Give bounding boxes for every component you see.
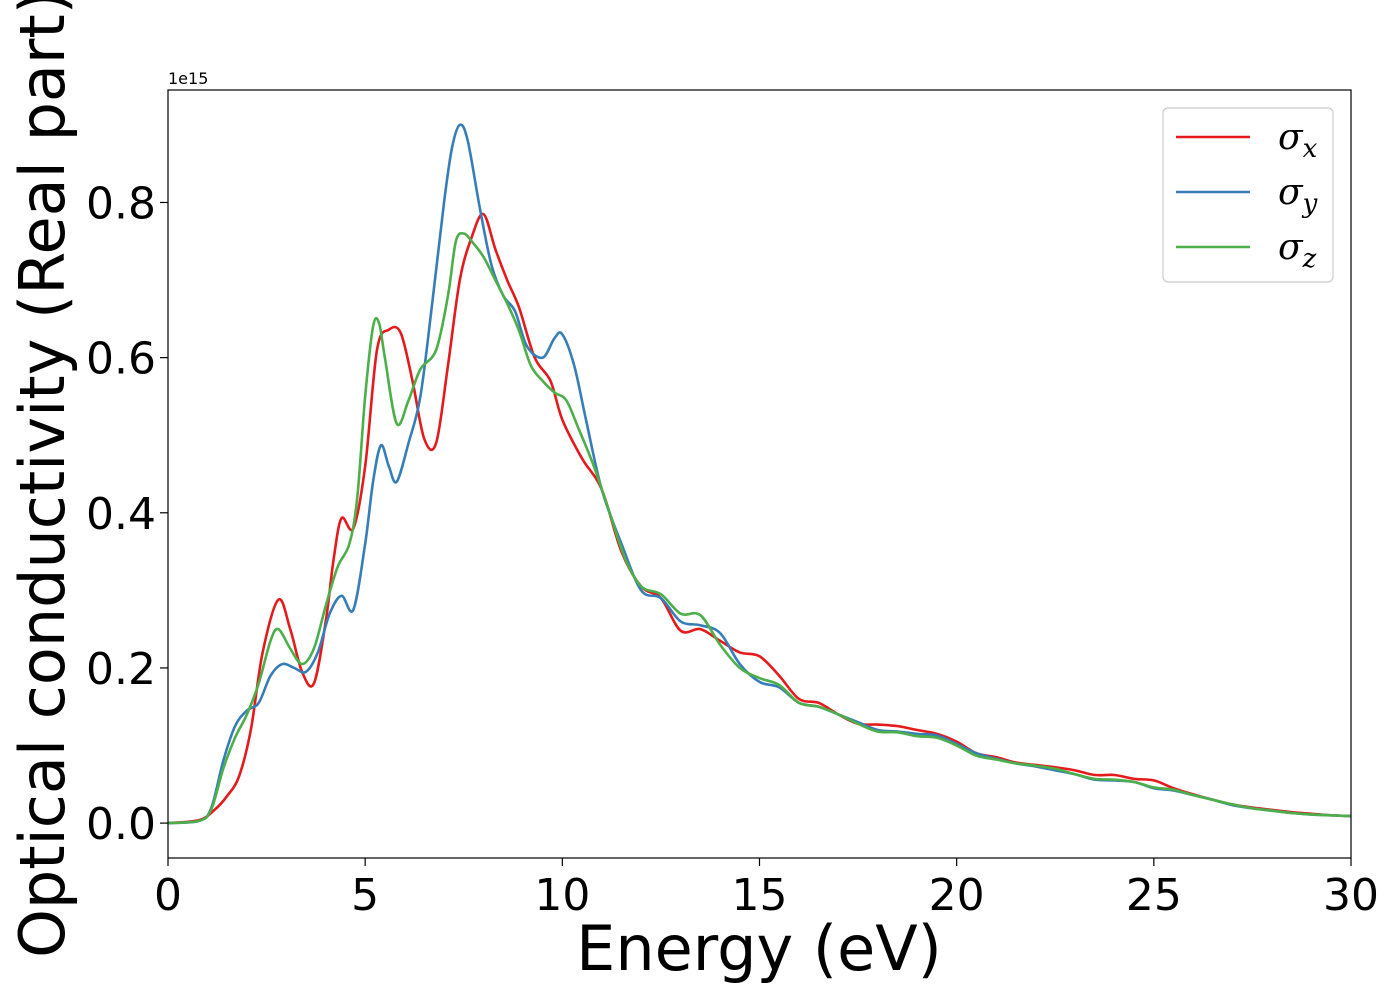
y-tick-label: 0.2 [86,644,156,695]
legend-label-subscript: x [1303,134,1318,164]
y-tick-label: 0.4 [86,489,156,540]
y-tick-label: 0.6 [86,334,156,385]
legend-label-x: σx [1278,117,1318,164]
legend-label-base: σ [1278,227,1304,268]
legend-label-subscript: y [1302,189,1318,219]
x-tick-label: 15 [732,870,788,921]
y-tick-label: 0.8 [86,178,156,229]
legend-label-subscript: z [1302,244,1317,274]
x-tick-label: 5 [351,870,379,921]
x-tick-label: 10 [534,870,590,921]
x-axis-title: Energy (eV) [576,912,942,985]
x-tick-label: 0 [154,870,182,921]
y-axis-ticks: 0.0 0.2 0.4 0.6 0.8 [86,178,168,850]
legend-label-base: σ [1278,172,1304,213]
x-tick-label: 30 [1323,870,1379,921]
legend-label-base: σ [1278,117,1304,158]
legend-label-z: σz [1278,227,1317,274]
legend-label-y: σy [1278,172,1318,219]
x-axis-ticks: 0 5 10 15 20 25 30 [154,858,1379,921]
y-offset-label: 1e15 [168,69,208,88]
y-tick-label: 0.0 [86,799,156,850]
series-layer [167,123,1352,825]
series-line-z [167,231,1352,825]
x-tick-label: 20 [929,870,985,921]
y-axis-title: Optical conductivity (Real part) [6,0,79,958]
legend-box [1162,107,1334,283]
x-tick-label: 25 [1126,870,1182,921]
